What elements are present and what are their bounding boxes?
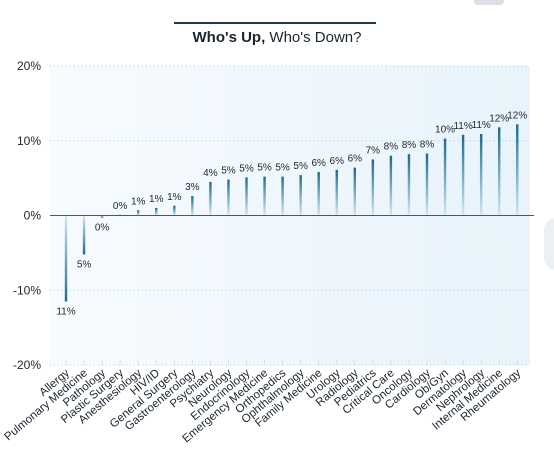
bar <box>516 124 519 216</box>
bar <box>100 215 104 218</box>
data-label: 5% <box>221 166 236 177</box>
bar <box>371 159 375 216</box>
data-label: 1% <box>167 192 182 203</box>
bar <box>479 134 483 216</box>
data-label: 0% <box>113 201 128 212</box>
bar <box>281 176 284 216</box>
bar <box>299 175 302 216</box>
data-label: 8% <box>402 140 417 151</box>
data-label: 1% <box>149 194 164 205</box>
bar <box>155 208 158 216</box>
top-tab-decoration <box>474 0 504 5</box>
data-label: 5% <box>293 161 308 172</box>
bar <box>263 176 266 216</box>
data-label: 4% <box>203 168 218 179</box>
bar <box>443 138 447 216</box>
data-label: 6% <box>348 154 363 165</box>
bar <box>137 210 140 216</box>
bar <box>461 134 465 216</box>
data-label: 6% <box>330 156 345 167</box>
bar <box>209 181 212 216</box>
data-label: 8% <box>420 139 435 150</box>
data-label: 11% <box>472 120 491 131</box>
bar <box>498 127 501 216</box>
chart-title-bold: Who's Up, <box>192 29 266 46</box>
title-rule <box>174 22 376 24</box>
chart-title: Who's Up, Who's Down? <box>0 29 554 46</box>
data-label: 5% <box>257 163 272 174</box>
bar <box>353 167 356 216</box>
data-label: 12% <box>507 110 527 121</box>
data-label: 12% <box>489 113 509 124</box>
data-label: 7% <box>366 145 381 156</box>
bar <box>425 153 429 216</box>
data-label: 6% <box>311 158 326 169</box>
data-label: 3% <box>185 182 200 193</box>
y-tick-label: 20% <box>17 59 41 73</box>
chart-title-rest: Who's Down? <box>265 29 362 46</box>
bar <box>245 177 248 216</box>
bar <box>227 179 230 216</box>
y-tick-label: 0% <box>24 209 42 223</box>
data-label: 5% <box>275 163 290 174</box>
y-tick-label: -20% <box>13 358 41 372</box>
side-scroll-handle <box>544 218 554 270</box>
bar <box>407 154 411 216</box>
bar <box>317 172 320 216</box>
bar <box>389 155 393 216</box>
data-label: 0% <box>95 223 110 234</box>
y-tick-label: -10% <box>13 283 41 297</box>
data-label: 1% <box>131 196 146 207</box>
y-tick-label: 10% <box>17 134 41 148</box>
bar <box>64 215 68 302</box>
data-label: 8% <box>384 142 399 153</box>
data-label: 11% <box>56 306 75 317</box>
bar <box>335 169 338 216</box>
data-label: 11% <box>453 121 472 132</box>
data-label: 10% <box>435 125 455 136</box>
data-label: 5% <box>239 163 254 174</box>
bar <box>82 215 86 255</box>
bar <box>173 205 176 216</box>
data-label: 5% <box>77 259 92 270</box>
bar <box>191 196 194 216</box>
